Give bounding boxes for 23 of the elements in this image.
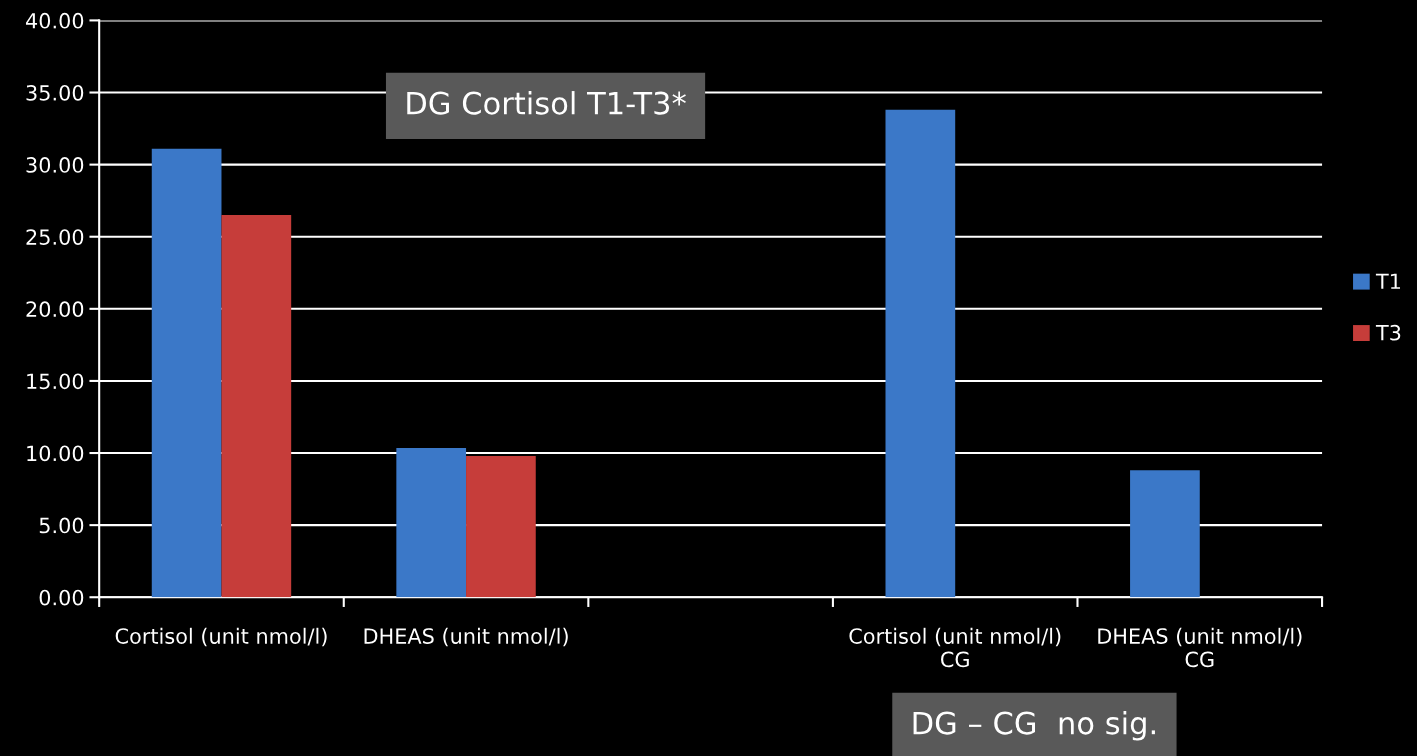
bar (1130, 470, 1200, 598)
y-tick-label: 15.00 (27, 373, 84, 390)
y-tick-label: 20.00 (26, 301, 84, 318)
legend-label: T3 (1375, 324, 1401, 341)
y-tick-label: 25.00 (26, 229, 84, 245)
text: DG – CG no sig. (913, 710, 1155, 741)
legend-label: T1 (1375, 273, 1401, 289)
bar (885, 109, 956, 598)
y-tick-label: 5.00 (39, 517, 84, 534)
bar (466, 455, 536, 598)
x-tick-label: Cortisol (unit nmol/l) (115, 627, 327, 647)
y-tick-label: 30.00 (26, 157, 84, 173)
x-tick-label: Cortisol (unit nmol/l) CG (849, 627, 1061, 668)
y-tick-label: 10.00 (27, 445, 84, 462)
y-tick-label: 35.00 (26, 84, 84, 101)
x-tick-label: DHEAS (unit nmol/l) (364, 627, 568, 647)
y-tick-label: 0.00 (39, 589, 84, 606)
bar (396, 447, 467, 598)
bar (151, 148, 222, 598)
annotation: DG Cortisol T1-T3* (407, 91, 686, 115)
y-tick-label: 40.00 (25, 12, 84, 29)
bar (221, 215, 292, 598)
x-tick-label: DHEAS (unit nmol/l) CG (1098, 627, 1302, 668)
